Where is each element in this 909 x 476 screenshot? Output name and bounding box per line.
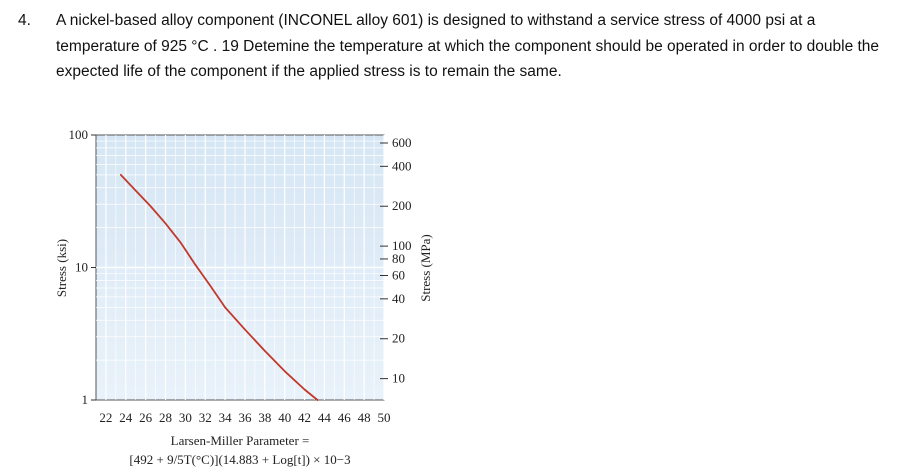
series-line — [119, 173, 319, 401]
left-tick-label: 10 — [75, 260, 88, 275]
right-tick-label: 400 — [392, 158, 412, 173]
right-tick-label: 40 — [392, 291, 405, 306]
right-tick-label: 100 — [392, 238, 412, 253]
y-axis-right-label: Stress (MPa) — [418, 234, 433, 302]
right-tick-label: 200 — [392, 198, 412, 213]
x-tick-label: 38 — [258, 410, 271, 425]
x-tick-label: 44 — [318, 410, 332, 425]
right-tick-label: 80 — [392, 251, 405, 266]
x-axis-ticks: 22 24 26 28 30 32 34 36 38 40 42 44 46 48 50 — [99, 410, 390, 425]
y-axis-left-label: Stress (ksi) — [54, 239, 69, 297]
left-tick-label: 1 — [82, 392, 89, 407]
right-tick-label: 60 — [392, 268, 405, 283]
left-axis-ticks: 100 10 1 — [69, 127, 96, 407]
x-axis-label-line2: [492 + 9/5T(°C)](14.883 + Log[t]) × 10−3 — [129, 452, 350, 467]
question-block: 4. A nickel-based alloy component (INCON… — [18, 8, 898, 85]
x-tick-label: 28 — [159, 410, 172, 425]
x-tick-label: 42 — [298, 410, 311, 425]
right-tick-label: 10 — [392, 371, 405, 386]
x-tick-label: 30 — [179, 410, 192, 425]
right-tick-label: 20 — [392, 331, 405, 346]
x-tick-label: 40 — [278, 410, 291, 425]
x-tick-label: 32 — [199, 410, 212, 425]
x-tick-label: 24 — [119, 410, 133, 425]
x-tick-label: 48 — [358, 410, 371, 425]
right-tick-label: 600 — [392, 135, 412, 150]
x-tick-label: 46 — [338, 410, 352, 425]
x-tick-label: 36 — [238, 410, 252, 425]
x-axis-label-line1: Larsen-Miller Parameter = — [171, 433, 310, 448]
x-tick-label: 26 — [139, 410, 153, 425]
grid-lines — [96, 135, 385, 400]
series-group — [119, 173, 319, 401]
left-tick-label: 100 — [69, 127, 89, 142]
x-tick-label: 34 — [219, 410, 233, 425]
question-text: A nickel-based alloy component (INCONEL … — [56, 12, 880, 80]
question-number: 4. — [18, 12, 31, 29]
x-tick-label: 22 — [99, 410, 112, 425]
x-tick-label: 50 — [378, 410, 391, 425]
